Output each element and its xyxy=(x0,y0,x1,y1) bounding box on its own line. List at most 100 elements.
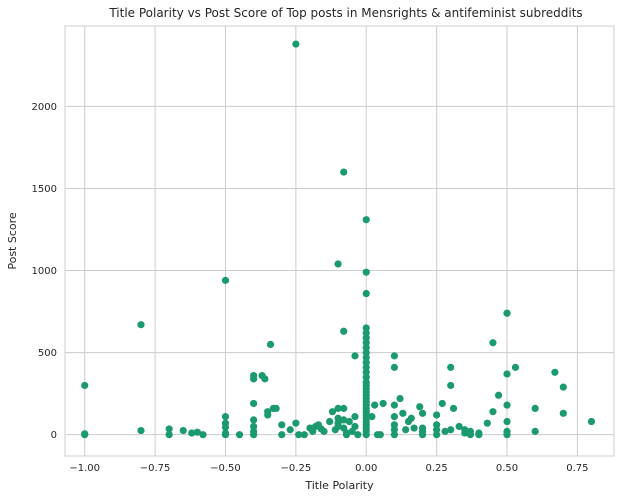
data-point xyxy=(362,334,370,342)
data-point xyxy=(390,426,398,434)
data-point xyxy=(250,375,258,383)
data-point xyxy=(433,431,441,439)
x-tick-label: −0.50 xyxy=(210,463,241,474)
data-point xyxy=(354,431,362,439)
data-point xyxy=(447,363,455,371)
data-point xyxy=(362,358,370,367)
data-point xyxy=(390,363,398,371)
data-points xyxy=(81,40,596,439)
data-point xyxy=(264,411,272,419)
data-point xyxy=(489,339,497,347)
x-tick-label: 0.00 xyxy=(355,463,377,474)
data-point xyxy=(221,431,230,439)
data-point xyxy=(362,289,370,298)
x-tick-labels: −1.00 −0.75 −0.50 −0.25 0.00 0.25 0.50 0.75 xyxy=(69,463,588,474)
data-point xyxy=(351,422,359,431)
data-point xyxy=(466,427,475,435)
data-point xyxy=(362,324,370,332)
data-point xyxy=(371,401,379,409)
data-point xyxy=(278,421,286,429)
data-point xyxy=(503,309,511,317)
data-point xyxy=(221,276,230,284)
x-tick-label: 0.75 xyxy=(566,463,588,474)
data-point xyxy=(278,431,286,439)
y-axis-label: Post Score xyxy=(6,212,19,270)
data-point xyxy=(489,408,497,416)
data-point xyxy=(433,421,441,429)
data-point xyxy=(266,340,275,348)
data-point xyxy=(235,431,244,439)
data-point xyxy=(483,419,491,427)
data-point xyxy=(503,417,511,426)
data-point xyxy=(362,363,370,371)
data-point xyxy=(292,40,300,48)
x-axis-label: Title Polarity xyxy=(304,479,374,492)
data-point xyxy=(165,425,173,433)
data-point xyxy=(559,409,567,417)
data-point xyxy=(390,401,398,409)
y-tick-label: 1000 xyxy=(32,266,57,277)
data-point xyxy=(340,168,348,176)
data-point xyxy=(300,431,308,439)
data-point xyxy=(376,431,384,439)
data-point xyxy=(362,373,370,381)
data-point xyxy=(165,431,173,439)
data-point xyxy=(587,417,596,426)
data-point xyxy=(461,426,469,434)
data-point xyxy=(328,408,337,416)
data-point xyxy=(511,363,520,371)
data-point xyxy=(447,381,455,390)
data-point xyxy=(503,401,511,409)
data-point xyxy=(250,416,258,424)
data-point xyxy=(326,417,334,426)
x-tick-label: 0.25 xyxy=(425,463,447,474)
data-point xyxy=(272,404,280,413)
data-point xyxy=(292,419,300,427)
x-tick-label: −0.75 xyxy=(140,463,171,474)
data-point xyxy=(340,327,348,335)
data-point xyxy=(334,414,342,422)
data-point xyxy=(221,413,230,421)
data-point xyxy=(261,375,269,383)
y-tick-label: 2000 xyxy=(32,102,57,113)
data-point xyxy=(250,422,258,431)
data-point xyxy=(449,404,458,413)
data-point xyxy=(81,381,89,390)
y-tick-label: 1500 xyxy=(32,184,57,195)
data-point xyxy=(250,431,258,439)
data-point xyxy=(433,426,441,434)
data-point xyxy=(410,424,418,432)
data-point xyxy=(334,260,342,268)
data-point xyxy=(407,414,415,422)
data-point xyxy=(362,353,370,362)
data-point xyxy=(390,413,398,421)
data-point xyxy=(137,426,145,435)
data-point xyxy=(362,344,370,352)
data-point xyxy=(351,352,359,360)
data-point xyxy=(447,426,455,434)
data-point xyxy=(351,413,359,421)
data-point xyxy=(179,426,187,435)
data-point xyxy=(334,404,342,413)
data-point xyxy=(399,409,407,417)
data-point xyxy=(379,399,387,408)
data-point xyxy=(390,431,398,439)
data-point xyxy=(396,394,404,403)
data-point xyxy=(559,383,567,391)
data-point xyxy=(362,268,370,276)
data-point xyxy=(494,391,503,399)
data-point xyxy=(362,329,370,337)
data-point xyxy=(433,411,441,419)
data-point xyxy=(503,431,511,439)
data-point xyxy=(295,431,303,439)
data-point xyxy=(334,422,342,431)
data-point xyxy=(221,423,230,431)
data-point xyxy=(362,431,370,439)
data-point xyxy=(81,431,89,439)
y-tick-labels: 0 500 1000 1500 2000 xyxy=(32,102,57,441)
data-point xyxy=(418,431,427,439)
x-tick-label: −0.25 xyxy=(281,463,312,474)
data-point xyxy=(320,427,328,435)
data-point xyxy=(137,321,145,329)
